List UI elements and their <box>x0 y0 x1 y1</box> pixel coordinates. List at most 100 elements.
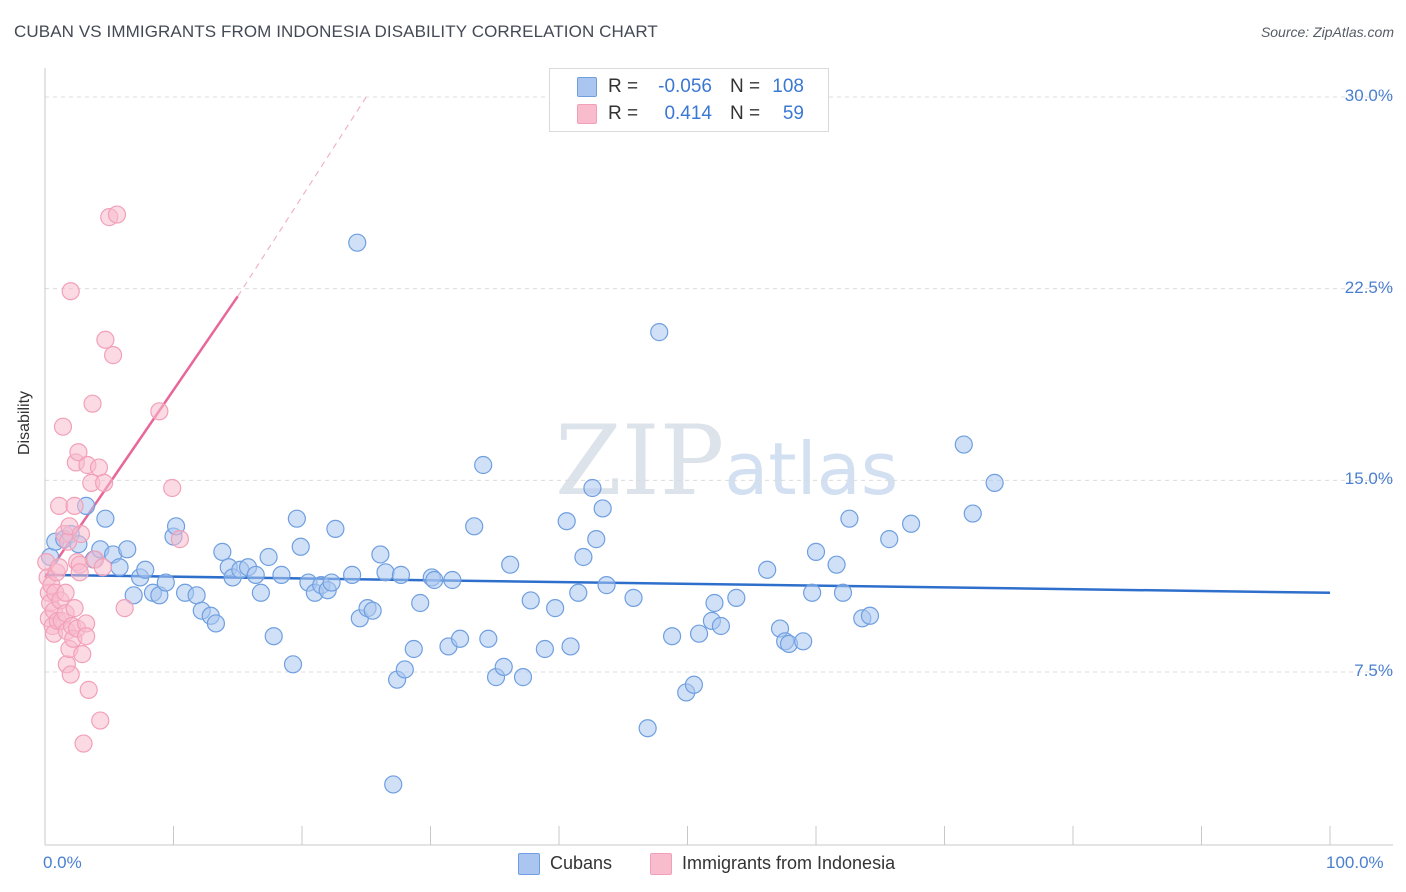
legend-r-value-cubans: -0.056 <box>658 76 712 97</box>
cubans-point <box>213 542 232 561</box>
cubans-point <box>501 555 520 574</box>
y-tick-label: 22.5% <box>1344 277 1393 297</box>
cubans-point <box>384 775 403 794</box>
indonesia-point <box>74 734 93 753</box>
cubans-point <box>583 478 602 498</box>
y-tick-label: 15.0% <box>1344 469 1393 489</box>
cubans-point <box>371 545 390 564</box>
trend-lines <box>43 96 1331 595</box>
cubans-point <box>187 586 206 605</box>
watermark-zip: ZIP <box>555 405 725 517</box>
indonesia-point <box>163 478 182 498</box>
cubans-point <box>597 576 616 595</box>
bottom-legend-swatch-indonesia <box>650 853 672 875</box>
indonesia-point <box>104 346 123 365</box>
cubans-point <box>450 629 470 648</box>
cubans-point <box>705 593 724 613</box>
cubans-point <box>758 560 777 579</box>
cubans-point <box>287 509 306 528</box>
cubans-point <box>684 675 704 694</box>
cubans-point <box>363 601 382 620</box>
indonesia-point <box>89 458 109 477</box>
cubans-point <box>963 504 982 523</box>
cubans-point <box>156 573 175 592</box>
cubans-point <box>521 591 540 610</box>
indonesia-point <box>65 496 84 515</box>
trend-line-indonesia-extension <box>237 96 367 297</box>
cubans-point <box>711 616 731 636</box>
x-tick-label-max: 100.0% <box>1326 853 1384 872</box>
indonesia-point <box>65 599 84 618</box>
indonesia-point <box>71 524 91 544</box>
cubans-point <box>574 547 593 567</box>
cubans-point <box>587 530 606 549</box>
cubans-point <box>411 593 430 613</box>
indonesia-point <box>73 645 92 664</box>
legend-swatch-indonesia <box>577 104 597 124</box>
legend-row-indonesia: R = 0.414 N = 59 <box>550 101 828 127</box>
cubans-point <box>840 509 859 528</box>
legend-swatch-cubans <box>577 77 597 97</box>
indonesia-point <box>69 443 88 462</box>
indonesia-point <box>77 627 96 646</box>
cubans-point <box>650 323 669 342</box>
cubans-point <box>291 537 310 556</box>
cubans-point <box>391 565 411 584</box>
cubans-point <box>348 233 367 252</box>
bottom-legend-label-indonesia: Immigrants from Indonesia <box>682 853 896 873</box>
zipatlas-watermark: ZIPatlas <box>555 405 898 517</box>
bottom-legend-label-cubans: Cubans <box>550 853 613 873</box>
legend-r-label: R = <box>608 76 639 97</box>
cubans-point <box>638 719 657 738</box>
cubans-point <box>662 627 682 646</box>
legend-r-label: R = <box>608 103 639 124</box>
chart-title: CUBAN VS IMMIGRANTS FROM INDONESIA DISAB… <box>14 22 658 41</box>
cubans-point <box>557 512 576 531</box>
series-cubans-points <box>41 233 1004 794</box>
series-indonesia-points <box>37 205 190 753</box>
cubans-point <box>395 660 414 679</box>
cubans-point <box>806 542 826 561</box>
indonesia-point <box>70 563 89 582</box>
cubans-point <box>569 583 588 602</box>
cubans-point <box>833 583 853 602</box>
cubans-point <box>283 655 303 674</box>
cubans-point <box>322 573 341 592</box>
cubans-point <box>494 657 513 676</box>
watermark-atlas: atlas <box>724 427 899 511</box>
cubans-point <box>624 588 643 607</box>
gridlines <box>45 96 1393 673</box>
indonesia-point <box>50 558 69 577</box>
indonesia-point <box>150 402 169 421</box>
cubans-point <box>465 517 484 536</box>
cubans-point <box>124 586 143 605</box>
indonesia-point <box>95 473 114 492</box>
legend-n-label: N = <box>730 103 761 124</box>
indonesia-point <box>61 665 80 684</box>
bottom-legend-swatch-cubans <box>518 853 540 875</box>
cubans-point <box>880 530 899 549</box>
cubans-point <box>860 606 880 625</box>
cubans-point <box>827 555 846 574</box>
cubans-point <box>803 583 822 602</box>
legend-n-label: N = <box>730 76 761 97</box>
indonesia-point <box>91 711 110 730</box>
legend-row-cubans: R = -0.056 N = 108 <box>550 74 828 100</box>
cubans-point <box>546 599 565 618</box>
indonesia-point <box>79 680 98 699</box>
indonesia-point <box>96 330 115 349</box>
legend-n-value-cubans: 108 <box>772 76 804 97</box>
cubans-point <box>404 639 423 659</box>
cubans-point <box>136 560 155 579</box>
cubans-point <box>443 570 462 590</box>
indonesia-point <box>83 394 102 413</box>
legend-r-value-indonesia: 0.414 <box>664 103 712 124</box>
cubans-point <box>272 565 291 584</box>
cubans-point <box>118 540 137 559</box>
cubans-point <box>206 614 226 633</box>
cubans-point <box>259 547 278 567</box>
indonesia-point <box>115 599 134 618</box>
indonesia-point <box>93 558 112 577</box>
cubans-point <box>513 668 533 687</box>
